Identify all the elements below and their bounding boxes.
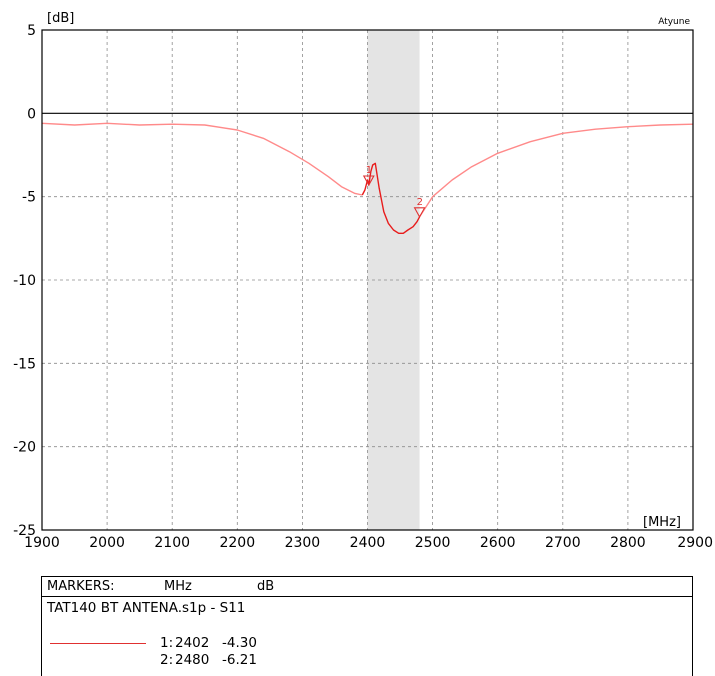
- marker-triangle: [362, 175, 375, 187]
- x-tick-label: 1900: [24, 535, 60, 551]
- x-tick-label: 2800: [610, 535, 646, 551]
- x-tick-label: 2300: [285, 535, 321, 551]
- x-tick-label: 2700: [545, 535, 581, 551]
- x-tick-label: 2400: [350, 535, 386, 551]
- y-tick-label: -25: [13, 523, 36, 539]
- marker-row-id: 1:: [160, 635, 174, 651]
- markers-rows: 1: 2402 -4.30 2: 2480 -6.21: [42, 635, 692, 669]
- y-axis-unit: [dB]: [47, 11, 74, 26]
- markers-header: MARKERS: MHz dB: [42, 577, 692, 597]
- trace-segment: [419, 123, 694, 218]
- grid: [42, 30, 693, 530]
- markers-panel: MARKERS: MHz dB TAT140 BT ANTENA.s1p - S…: [41, 576, 693, 676]
- x-axis-unit: [MHz]: [643, 515, 681, 530]
- brand-label: Atyune: [658, 17, 690, 27]
- marker-row-x: 2480: [175, 652, 210, 668]
- y-tick-label: 5: [27, 23, 36, 39]
- y-tick-labels: 5 0 -5 -10 -15 -20 -25: [13, 23, 36, 539]
- trace-legend-line: [50, 643, 146, 644]
- marker-label: 1: [366, 165, 372, 176]
- markers-x-unit: MHz: [164, 579, 192, 594]
- x-tick-label: 2000: [89, 535, 125, 551]
- y-tick-label: -5: [22, 190, 36, 206]
- marker-row-y: -6.21: [222, 652, 257, 668]
- marker-row: 1: 2402 -4.30: [42, 635, 692, 652]
- markers-file-label: TAT140 BT ANTENA.s1p - S11: [47, 600, 246, 616]
- trace-segment: [41, 122, 363, 196]
- marker-row-y: -4.30: [222, 635, 257, 651]
- x-tick-labels: 1900 2000 2100 2200 2300 2400 2500 2600 2700 2800…: [24, 535, 713, 551]
- marker-layer: 12: [362, 165, 426, 218]
- marker-triangle: [413, 207, 426, 218]
- y-tick-label: -10: [13, 273, 36, 289]
- x-tick-label: 2600: [480, 535, 516, 551]
- y-tick-label: -20: [13, 440, 36, 456]
- markers-y-unit: dB: [257, 579, 275, 594]
- y-tick-label: 0: [27, 106, 36, 122]
- plot-frame: [41, 29, 694, 531]
- chart-plot: 12 50-5-10-15-20-25 1900 2000 2100 2200 2300…: [13, 11, 713, 551]
- marker-row-id: 2:: [160, 652, 174, 668]
- x-tick-label: 2100: [154, 535, 190, 551]
- x-tick-label: 2900: [677, 535, 713, 551]
- markers-title: MARKERS:: [47, 579, 115, 594]
- marker-row-x: 2402: [175, 635, 210, 651]
- marker-label: 2: [417, 197, 423, 208]
- y-tick-label: -15: [13, 356, 36, 372]
- band-highlight: [367, 30, 420, 530]
- x-tick-label: 2500: [415, 535, 451, 551]
- marker-row: 2: 2480 -6.21: [42, 652, 692, 669]
- x-tick-label: 2200: [219, 535, 255, 551]
